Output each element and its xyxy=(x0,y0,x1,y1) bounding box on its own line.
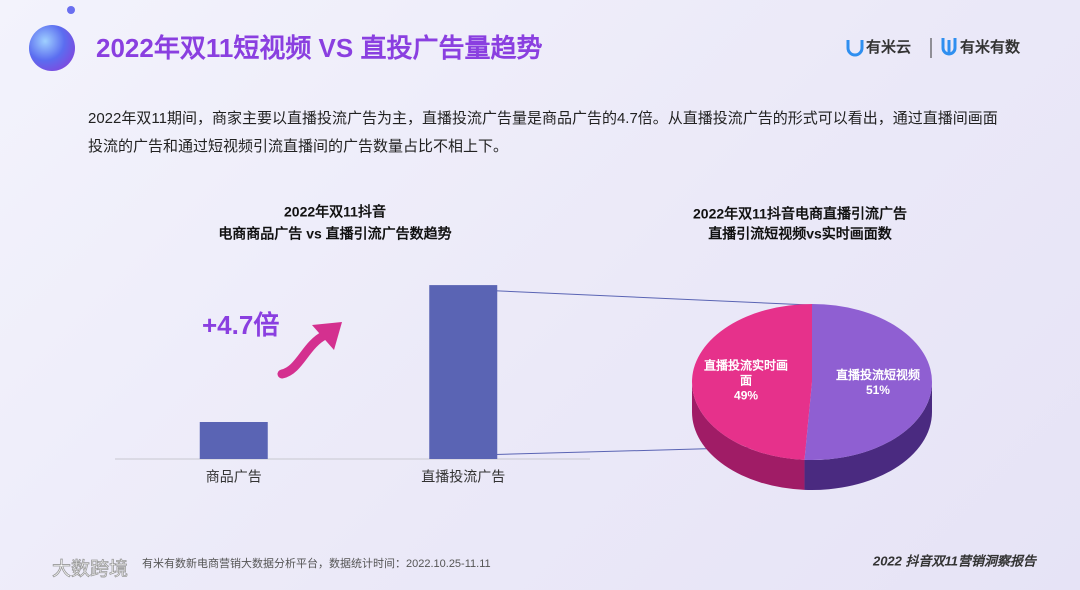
logo-text: 有米有数 xyxy=(960,38,1021,56)
slice-value: 49% xyxy=(734,388,759,403)
chart-title: 2022年双11抖音电商直播引流广告 xyxy=(693,206,907,222)
logo-orb xyxy=(29,25,75,71)
report-name: 2022 抖音双11营销洞察报告 xyxy=(872,553,1038,568)
pie-label: 直播投流短视频 51% xyxy=(836,368,920,398)
slice-name: 直播投流实时画面 xyxy=(704,358,789,388)
source: 有米有数新电商营销大数据分析平台，数据统计时间：2022.10.25-11.11 xyxy=(142,556,491,570)
description: 2022年双11期间，商家主要以直播投流广告为主，直播投流广告量是商品广告的4.… xyxy=(88,110,998,155)
slide-title: 2022年双11短视频 VS 直投广告量趋势 xyxy=(96,33,542,63)
slice-value: 51% xyxy=(865,383,890,398)
connector xyxy=(477,289,811,306)
chart-title: 2022年双11抖音 xyxy=(284,204,386,220)
arrow-head xyxy=(312,322,342,350)
annotation: +4.7倍 xyxy=(202,310,279,340)
pie-label: 直播投流实时画面 49% xyxy=(704,358,788,403)
chart-title: 电商商品广告 vs 直播引流广告数趋势 xyxy=(218,226,451,242)
pie-slice xyxy=(804,304,932,460)
pie-side xyxy=(692,382,805,490)
watermark: 大数跨境 xyxy=(52,558,128,580)
pie-slice xyxy=(691,304,812,460)
x-tick-label: 直播投流广告 xyxy=(421,469,505,485)
pie-side xyxy=(804,382,932,491)
logo-text: 有米云 xyxy=(866,38,911,56)
chart-title: 直播引流短视频vs实时画面数 xyxy=(708,226,893,242)
arrow xyxy=(277,330,330,379)
bar xyxy=(199,422,268,459)
slice-name: 直播投流短视频 xyxy=(835,368,920,383)
logo-icon xyxy=(941,38,957,56)
x-tick-label: 商品广告 xyxy=(206,469,262,485)
deco-dot xyxy=(67,6,75,14)
bar xyxy=(429,285,498,459)
logo-icon xyxy=(846,40,864,57)
